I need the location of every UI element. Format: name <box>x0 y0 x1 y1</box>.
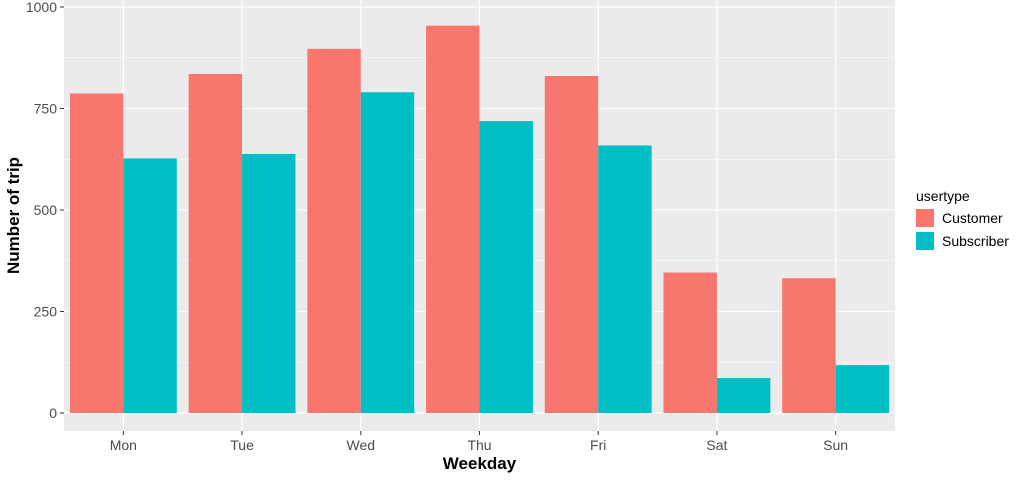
bar-subscriber-fri <box>598 145 652 414</box>
x-tick-label: Wed <box>347 437 376 453</box>
legend-items: Customer Subscriber <box>916 209 1009 250</box>
legend-title: usertype <box>916 188 970 204</box>
x-tick-label: Mon <box>110 437 137 453</box>
x-tick-label: Sun <box>823 437 848 453</box>
x-tick-label: Thu <box>467 437 491 453</box>
y-tick-label: 250 <box>34 304 58 320</box>
x-tick-label: Sat <box>706 437 727 453</box>
bar-subscriber-sun <box>835 365 890 413</box>
bar-customer-sat <box>663 272 717 413</box>
y-axis: 0 250 500 750 1000 <box>26 0 64 421</box>
y-axis-title: Number of trip <box>4 157 23 274</box>
bar-customer-sun <box>782 278 836 413</box>
legend-key-subscriber <box>916 232 934 250</box>
x-axis-title: Weekday <box>443 454 517 473</box>
bar-subscriber-wed <box>360 92 415 413</box>
bar-subscriber-sat <box>716 378 771 413</box>
bar-subscriber-tue <box>242 153 296 414</box>
y-tick-label: 750 <box>34 101 58 117</box>
y-tick-label: 500 <box>34 202 58 218</box>
bars-group <box>69 25 890 414</box>
legend-key-customer <box>916 209 934 227</box>
bar-subscriber-thu <box>479 121 533 413</box>
bar-customer-mon <box>69 93 124 413</box>
bar-customer-thu <box>426 25 480 414</box>
bar-customer-fri <box>544 76 599 414</box>
x-tick-label: Tue <box>230 437 254 453</box>
bar-customer-wed <box>307 48 361 414</box>
x-axis: Mon Tue Wed Thu Fri Sat Sun <box>110 431 848 453</box>
y-tick-label: 1000 <box>26 0 57 15</box>
x-tick-label: Fri <box>590 437 606 453</box>
legend-label-customer: Customer <box>942 210 1003 226</box>
bar-subscriber-mon <box>123 158 177 413</box>
bar-customer-tue <box>188 73 243 414</box>
legend-label-subscriber: Subscriber <box>942 233 1009 249</box>
y-tick-label: 0 <box>49 405 57 421</box>
legend: usertype Customer Subscriber <box>916 188 1009 250</box>
